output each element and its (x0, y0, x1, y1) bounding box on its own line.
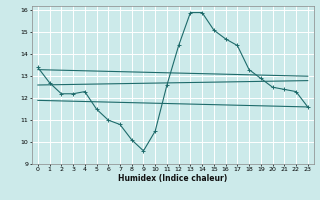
X-axis label: Humidex (Indice chaleur): Humidex (Indice chaleur) (118, 174, 228, 183)
